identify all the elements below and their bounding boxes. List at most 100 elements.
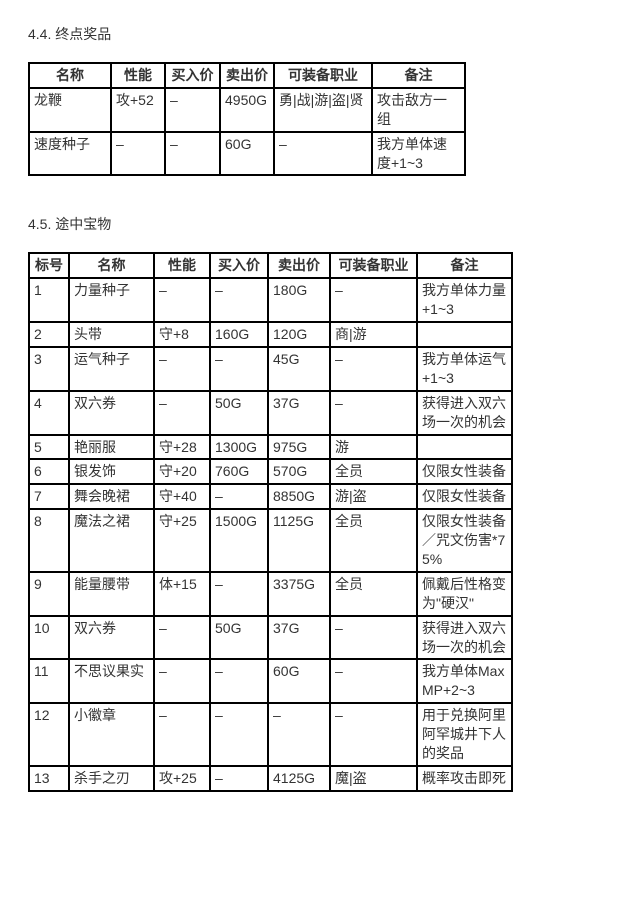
table-treasures-body: 1力量种子––180G–我方单体力量+1~32头带守+8160G120G商|游3… — [29, 278, 512, 790]
table-cell: 975G — [268, 435, 330, 460]
table-row: 速度种子––60G–我方单体速度+1~3 — [29, 132, 465, 176]
table-cell: – — [154, 616, 210, 660]
table-cell: 9 — [29, 572, 69, 616]
table-cell: 760G — [210, 459, 268, 484]
table-cell: 守+40 — [154, 484, 210, 509]
table-cell: 守+20 — [154, 459, 210, 484]
th-name: 名称 — [69, 253, 154, 278]
table-row: 10双六券–50G37G–获得进入双六场一次的机会 — [29, 616, 512, 660]
table-cell: 10 — [29, 616, 69, 660]
th-name: 名称 — [29, 63, 111, 88]
table-cell: 7 — [29, 484, 69, 509]
table-cell: – — [165, 132, 220, 176]
table-cell: 仅限女性装备 — [417, 459, 512, 484]
table-row: 6银发饰守+20760G570G全员仅限女性装备 — [29, 459, 512, 484]
table-cell: 160G — [210, 322, 268, 347]
table-cell: 60G — [220, 132, 274, 176]
table-cell: 魔|盗 — [330, 766, 417, 791]
table-cell: – — [165, 88, 220, 132]
table-cell: – — [210, 572, 268, 616]
th-sell: 卖出价 — [220, 63, 274, 88]
table-cell: 艳丽服 — [69, 435, 154, 460]
table-cell: 守+25 — [154, 509, 210, 572]
table-cell: 银发饰 — [69, 459, 154, 484]
table-cell: 能量腰带 — [69, 572, 154, 616]
table-row: 1力量种子––180G–我方单体力量+1~3 — [29, 278, 512, 322]
table-cell: 商|游 — [330, 322, 417, 347]
table-row: 2头带守+8160G120G商|游 — [29, 322, 512, 347]
table-cell: 570G — [268, 459, 330, 484]
table-header-row: 名称 性能 买入价 卖出价 可装备职业 备注 — [29, 63, 465, 88]
table-cell: – — [330, 278, 417, 322]
table-cell — [417, 322, 512, 347]
table-cell: 8 — [29, 509, 69, 572]
table-cell: 8850G — [268, 484, 330, 509]
table-cell: – — [330, 659, 417, 703]
table-treasures: 标号 名称 性能 买入价 卖出价 可装备职业 备注 1力量种子––180G–我方… — [28, 252, 513, 791]
table-cell: 5 — [29, 435, 69, 460]
table-cell: 龙鞭 — [29, 88, 111, 132]
th-note: 备注 — [372, 63, 465, 88]
table-cell: 3375G — [268, 572, 330, 616]
table-cell: 37G — [268, 616, 330, 660]
table-cell: 用于兑换阿里阿罕城井下人的奖品 — [417, 703, 512, 766]
table-cell: 60G — [268, 659, 330, 703]
table-cell: – — [210, 347, 268, 391]
table-cell: – — [210, 659, 268, 703]
table-cell: 我方单体运气+1~3 — [417, 347, 512, 391]
table-cell: 我方单体MaxMP+2~3 — [417, 659, 512, 703]
section-44-title: 4.4. 终点奖品 — [28, 24, 591, 44]
table-cell: 仅限女性装备 — [417, 484, 512, 509]
table-cell: 1 — [29, 278, 69, 322]
table-cell: 体+15 — [154, 572, 210, 616]
table-cell: 13 — [29, 766, 69, 791]
table-cell: – — [330, 347, 417, 391]
table-cell: 11 — [29, 659, 69, 703]
table-cell: – — [111, 132, 165, 176]
table-cell: 3 — [29, 347, 69, 391]
table-cell: 攻+52 — [111, 88, 165, 132]
table-cell: 头带 — [69, 322, 154, 347]
table-cell: 双六券 — [69, 616, 154, 660]
th-job: 可装备职业 — [274, 63, 372, 88]
th-buy: 买入价 — [165, 63, 220, 88]
table-cell — [417, 435, 512, 460]
table-cell: 双六券 — [69, 391, 154, 435]
table-cell: 2 — [29, 322, 69, 347]
table-cell: – — [330, 616, 417, 660]
table-row: 5艳丽服守+281300G975G游 — [29, 435, 512, 460]
table-cell: 概率攻击即死 — [417, 766, 512, 791]
table-cell: – — [154, 703, 210, 766]
table-cell: – — [154, 278, 210, 322]
table-cell: – — [330, 391, 417, 435]
table-cell: 4125G — [268, 766, 330, 791]
table-cell: 攻击敌方一组 — [372, 88, 465, 132]
table-cell: 舞会晚裙 — [69, 484, 154, 509]
table-row: 7舞会晚裙守+40–8850G游|盗仅限女性装备 — [29, 484, 512, 509]
th-idx: 标号 — [29, 253, 69, 278]
table-cell: 速度种子 — [29, 132, 111, 176]
table-cell: 守+8 — [154, 322, 210, 347]
table-cell: 12 — [29, 703, 69, 766]
th-perf: 性能 — [154, 253, 210, 278]
table-cell: 全员 — [330, 572, 417, 616]
table-row: 龙鞭攻+52–4950G勇|战|游|盗|贤攻击敌方一组 — [29, 88, 465, 132]
table-cell: 魔法之裙 — [69, 509, 154, 572]
table-cell: 运气种子 — [69, 347, 154, 391]
table-cell: 游 — [330, 435, 417, 460]
table-cell: – — [154, 659, 210, 703]
th-job: 可装备职业 — [330, 253, 417, 278]
th-perf: 性能 — [111, 63, 165, 88]
table-prizes-body: 龙鞭攻+52–4950G勇|战|游|盗|贤攻击敌方一组速度种子––60G–我方单… — [29, 88, 465, 176]
table-cell: 180G — [268, 278, 330, 322]
table-cell: – — [268, 703, 330, 766]
table-cell: 1500G — [210, 509, 268, 572]
table-cell: 全员 — [330, 509, 417, 572]
table-cell: 50G — [210, 391, 268, 435]
table-cell: 佩戴后性格变为"硬汉" — [417, 572, 512, 616]
table-cell: – — [154, 391, 210, 435]
table-cell: 45G — [268, 347, 330, 391]
table-cell: 力量种子 — [69, 278, 154, 322]
table-row: 8魔法之裙守+251500G1125G全员仅限女性装备／咒文伤害*75% — [29, 509, 512, 572]
table-cell: 获得进入双六场一次的机会 — [417, 391, 512, 435]
